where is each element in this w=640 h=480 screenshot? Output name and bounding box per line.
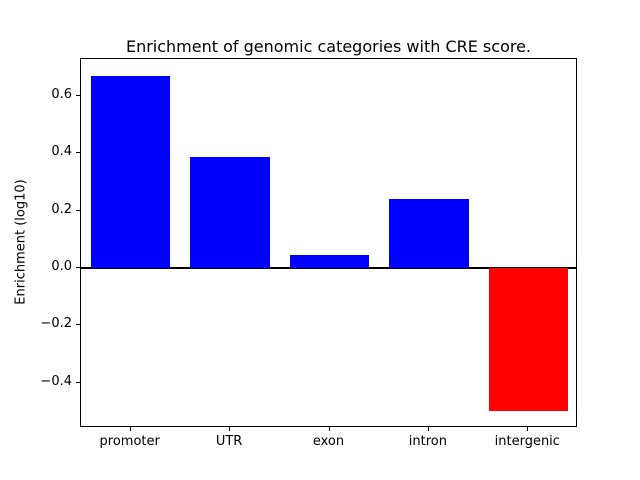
y-tick-label-−0.4: −0.4 (40, 373, 72, 389)
x-tick-label-intergenic: intergenic (494, 434, 560, 449)
y-tick-label-0.4: 0.4 (51, 144, 72, 160)
bar-promoter (90, 75, 171, 268)
bar-UTR (190, 157, 270, 268)
y-tick-mark (76, 381, 80, 383)
y-tick-mark (76, 94, 80, 96)
y-tick-mark (76, 209, 80, 211)
zero-baseline (81, 266, 576, 269)
x-tick-label-UTR: UTR (215, 434, 243, 449)
x-tick-label-intron: intron (408, 434, 447, 449)
y-tick-mark (76, 152, 80, 154)
plot-area (80, 58, 577, 427)
x-tick-mark (328, 427, 330, 431)
bar-exon (289, 254, 370, 268)
x-tick-mark (129, 427, 131, 431)
y-tick-label-0.2: 0.2 (51, 201, 72, 217)
x-tick-label-promoter: promoter (99, 434, 160, 449)
y-tick-mark (76, 324, 80, 326)
bar-intergenic (488, 267, 569, 412)
y-tick-label-0.0: 0.0 (51, 258, 72, 274)
x-tick-mark (427, 427, 429, 431)
x-tick-label-exon: exon (312, 434, 345, 449)
bar-intron (389, 199, 469, 268)
x-tick-mark (527, 427, 529, 431)
y-tick-label-0.6: 0.6 (51, 86, 72, 102)
y-axis-label: Enrichment (log10) (13, 179, 29, 305)
y-tick-label-−0.2: −0.2 (40, 316, 72, 332)
y-tick-mark (76, 266, 80, 268)
chart-title: Enrichment of genomic categories with CR… (125, 37, 532, 56)
x-tick-mark (229, 427, 231, 431)
